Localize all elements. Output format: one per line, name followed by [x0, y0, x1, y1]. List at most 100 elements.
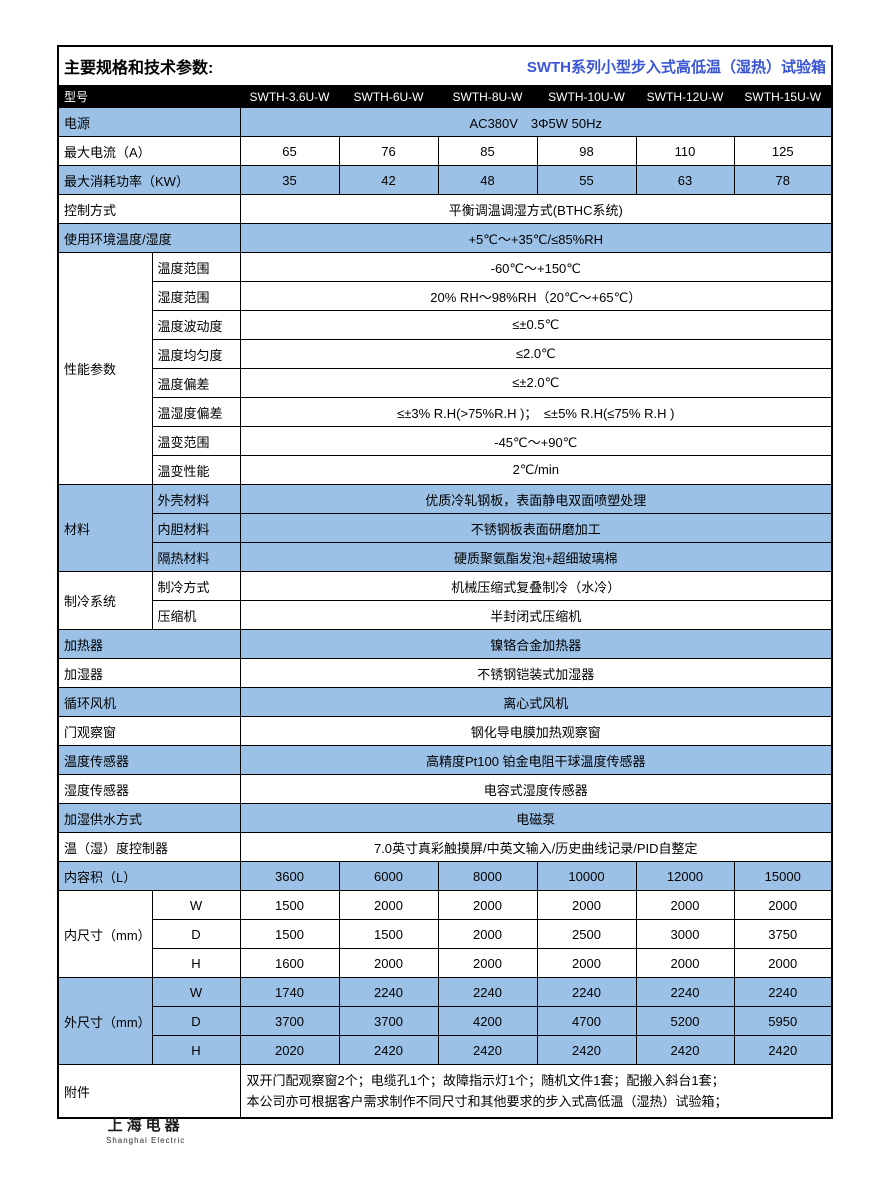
row-label-cell: 加热器 — [57, 629, 241, 659]
value-cell: 110 — [635, 136, 735, 166]
row-label-cell: 电源 — [57, 107, 241, 137]
merged-value-cell: ≤2.0℃ — [239, 339, 833, 369]
value-cell: 2000 — [437, 890, 538, 920]
sub-label-cell: W — [151, 977, 241, 1007]
sub-label-cell: 制冷方式 — [151, 571, 241, 601]
value-cell: 2000 — [338, 948, 439, 978]
page-title: 主要规格和技术参数: — [64, 60, 214, 77]
row-label-cell: 控制方式 — [57, 194, 241, 224]
merged-value-cell: ≤±0.5℃ — [239, 310, 833, 340]
row-label-cell: 附件 — [57, 1064, 241, 1119]
group-label-cell: 内尺寸（mm） — [57, 890, 153, 978]
merged-value-cell: AC380V 3Φ5W 50Hz — [239, 107, 833, 137]
merged-value-cell: 20% RH～98%RH（20℃～+65℃） — [239, 281, 833, 311]
sub-label-cell: 压缩机 — [151, 600, 241, 630]
merged-value-cell: 镍铬合金加热器 — [239, 629, 833, 659]
spec-row: 最大消耗功率（KW） 35 42 48 55 63 78 — [57, 165, 833, 195]
spec-row: 温度传感器 高精度Pt100 铂金电阻干球温度传感器 — [57, 745, 833, 775]
merged-value-cell: 硬质聚氨酯发泡+超细玻璃棉 — [239, 542, 833, 572]
value-cell: 55 — [536, 165, 637, 195]
value-cell: 1500 — [338, 919, 439, 949]
merged-value-cell: 半封闭式压缩机 — [239, 600, 833, 630]
merged-value-cell: ≤±2.0℃ — [239, 368, 833, 398]
spec-row: 制冷系统 制冷方式 机械压缩式复叠制冷（水冷） — [57, 571, 833, 630]
spec-row: 湿度范围 20% RH～98%RH（20℃～+65℃） — [58, 281, 833, 311]
spec-row: 门观察窗 钢化导电膜加热观察窗 — [57, 716, 833, 746]
value-cell: 2420 — [437, 1035, 538, 1065]
value-cell: 98 — [536, 136, 637, 166]
value-cell: 2000 — [437, 919, 538, 949]
spec-row: 使用环境温度/湿度 +5℃～+35℃/≤85%RH — [57, 223, 833, 253]
spec-sheet: 主要规格和技术参数: SWTH系列小型步入式高低温（湿热）试验箱 型号 SWTH-… — [57, 45, 834, 1119]
spec-row: 温湿度偏差 ≤±3% R.H(>75%R.H )； ≤±5% R.H(≤75% R… — [58, 397, 833, 427]
merged-value-cell: 离心式风机 — [239, 687, 833, 717]
value-cell: 2500 — [536, 919, 637, 949]
merged-value-cell: 机械压缩式复叠制冷（水冷） — [239, 571, 833, 601]
spec-row: D 1500 1500 2000 2500 3000 3750 — [58, 919, 833, 949]
sub-label-cell: 温度偏差 — [151, 368, 241, 398]
value-cell: 2020 — [239, 1035, 340, 1065]
spec-table: 主要规格和技术参数: SWTH系列小型步入式高低温（湿热）试验箱 型号 SWTH-… — [57, 45, 834, 1119]
value-cell: 2240 — [338, 977, 439, 1007]
model-name: SWTH-12U-W — [635, 85, 735, 108]
value-cell: 2240 — [733, 977, 833, 1007]
row-label-cell: 最大电流（A） — [57, 136, 241, 166]
series-title: SWTH系列小型步入式高低温（湿热）试验箱 — [526, 58, 827, 76]
row-label-cell: 内容积（L） — [57, 861, 241, 891]
value-cell: 42 — [338, 165, 439, 195]
value-cell: 2000 — [437, 948, 538, 978]
value-cell: 10000 — [536, 861, 637, 891]
sub-label-cell: 温变范围 — [151, 426, 241, 456]
value-cell: 2000 — [536, 890, 637, 920]
sub-label-cell: 外壳材料 — [151, 484, 241, 514]
spec-row: 温度波动度 ≤±0.5℃ — [58, 310, 833, 340]
value-cell: 5200 — [635, 1006, 735, 1036]
value-cell: 3000 — [635, 919, 735, 949]
value-cell: 2240 — [635, 977, 735, 1007]
merged-value-cell: 高精度Pt100 铂金电阻干球温度传感器 — [239, 745, 833, 775]
group-label-cell: 制冷系统 — [57, 571, 153, 630]
value-cell: 2240 — [536, 977, 637, 1007]
spec-row: 加湿器 不锈钢铠装式加湿器 — [57, 658, 833, 688]
value-cell: 3750 — [733, 919, 833, 949]
row-label-cell: 温度传感器 — [57, 745, 241, 775]
value-cell: 2000 — [635, 890, 735, 920]
spec-row: 电源 AC380V 3Φ5W 50Hz — [57, 107, 833, 137]
value-cell: 1500 — [239, 919, 340, 949]
value-cell: 76 — [338, 136, 439, 166]
group-label-cell: 外尺寸（mm） — [57, 977, 153, 1065]
spec-row: 材料 外壳材料 优质冷轧钢板，表面静电双面喷塑处理 — [57, 484, 833, 572]
value-cell: 2420 — [635, 1035, 735, 1065]
spec-row: 温度均匀度 ≤2.0℃ — [58, 339, 833, 369]
title-row: 主要规格和技术参数: SWTH系列小型步入式高低温（湿热）试验箱 — [57, 45, 833, 86]
spec-row: 内尺寸（mm） W 1500 2000 2000 2000 2000 2000 — [57, 890, 833, 978]
sub-label-cell: 内胆材料 — [151, 513, 241, 543]
merged-value-cell: 双开门配观察窗2个；电缆孔1个；故障指示灯1个；随机文件1套；配搬入斜台1套； 本… — [239, 1064, 833, 1119]
value-cell: 35 — [239, 165, 340, 195]
model-name: SWTH-15U-W — [733, 85, 833, 108]
spec-row: 循环风机 离心式风机 — [57, 687, 833, 717]
sub-label-cell: W — [151, 890, 241, 920]
group-label-cell: 材料 — [57, 484, 153, 572]
value-cell: 1740 — [239, 977, 340, 1007]
value-cell: 1600 — [239, 948, 340, 978]
spec-row: 最大电流（A） 65 76 85 98 110 125 — [57, 136, 833, 166]
row-label-cell: 最大消耗功率（KW） — [57, 165, 241, 195]
model-header-row: 型号 SWTH-3.6U-W SWTH-6U-W SWTH-8U-W SWTH-10U-… — [57, 85, 833, 108]
row-label-cell: 温（湿）度控制器 — [57, 832, 241, 862]
value-cell: 63 — [635, 165, 735, 195]
sub-label-cell: 隔热材料 — [151, 542, 241, 572]
value-cell: 12000 — [635, 861, 735, 891]
value-cell: 2000 — [635, 948, 735, 978]
spec-row: 加湿供水方式 电磁泵 — [57, 803, 833, 833]
value-cell: 2420 — [338, 1035, 439, 1065]
logo-chinese-text: 上海电器 — [107, 1116, 184, 1134]
value-cell: 2420 — [733, 1035, 833, 1065]
value-cell: 78 — [733, 165, 833, 195]
merged-value-cell: 平衡调温调湿方式(BTHC系统) — [239, 194, 833, 224]
value-cell: 2000 — [536, 948, 637, 978]
merged-value-cell: ≤±3% R.H(>75%R.H )； ≤±5% R.H(≤75% R.H ) — [239, 397, 833, 427]
value-cell: 65 — [239, 136, 340, 166]
value-cell: 3700 — [338, 1006, 439, 1036]
merged-value-cell: -45℃～+90℃ — [239, 426, 833, 456]
